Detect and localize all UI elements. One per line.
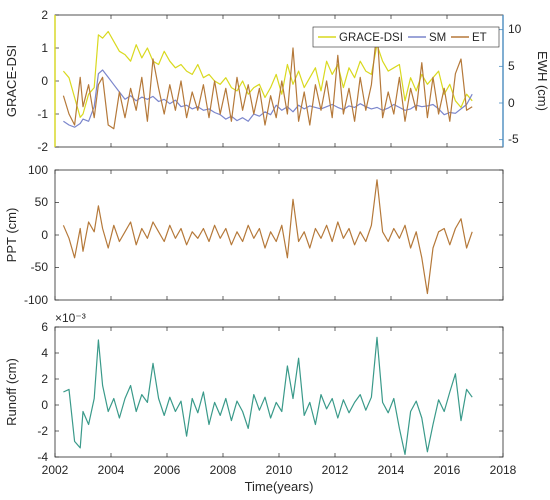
panel-3-ylabel: Runoff (cm) xyxy=(4,358,19,426)
panel-1-grace-sm-et: 2 1 0 -1 -2 -5 0 5 10 GRACE-DSI EWH (cm)… xyxy=(4,8,550,154)
xtick-2018: 2018 xyxy=(490,463,517,477)
panel-1-ytick-1: 1 xyxy=(41,41,48,55)
legend-box xyxy=(312,26,500,48)
panel-2-series-line xyxy=(62,179,473,295)
panel-1-ytick-neg2: -2 xyxy=(37,140,48,154)
panel-2-ylabel: PPT (cm) xyxy=(4,208,19,263)
panel-1-ylabel-left: GRACE-DSI xyxy=(4,45,19,117)
panel-3-ytick-4: 4 xyxy=(41,346,48,360)
panel-2-ytick-neg50: -50 xyxy=(31,260,49,274)
panel-3-ytick-6: 6 xyxy=(41,320,48,334)
panel-3-multiplier: ×10⁻³ xyxy=(55,311,86,325)
panel-2-ytick-0: 0 xyxy=(41,228,48,242)
panel-1-ylabel-right: EWH (cm) xyxy=(535,51,550,111)
xtick-2004: 2004 xyxy=(98,463,125,477)
panel-2-ytick-neg100: -100 xyxy=(24,293,48,307)
legend-label-sm: SM xyxy=(429,32,446,44)
xtick-2002: 2002 xyxy=(42,463,69,477)
xtick-2008: 2008 xyxy=(210,463,237,477)
panel-3-runoff: ×10⁻³ 6 4 2 0 -2 -4 2002 2004 2006 2008 … xyxy=(4,311,517,494)
panel-1-ytick-2: 2 xyxy=(41,8,48,22)
panel-1-ytick-0: 0 xyxy=(41,74,48,88)
panel-1-ytick-neg1: -1 xyxy=(37,107,48,121)
panel-3-ytick-neg4: -4 xyxy=(37,450,48,464)
panel-3-ytick-2: 2 xyxy=(41,372,48,386)
panel-1-ytick-right-neg5: -5 xyxy=(508,132,519,146)
panel-3-ytick-0: 0 xyxy=(41,398,48,412)
xtick-2010: 2010 xyxy=(266,463,293,477)
panel-3-series-line xyxy=(63,336,473,455)
panel-2-ppt: 100 50 0 -50 -100 PPT (cm) xyxy=(4,163,504,307)
panel-1-ytick-right-5: 5 xyxy=(508,59,515,73)
panel-1-ytick-right-10: 10 xyxy=(508,22,522,36)
x-axis-label: Time(years) xyxy=(245,479,314,494)
panel-3-frame xyxy=(54,326,504,458)
grace-dsi-series-line xyxy=(62,30,473,118)
panel-3-ytick-neg2: -2 xyxy=(37,424,48,438)
legend-label-grace-dsi: GRACE-DSI xyxy=(339,32,403,44)
legend: GRACE-DSI SM ET xyxy=(312,26,500,48)
panel-2-ytick-100: 100 xyxy=(28,163,48,177)
legend-label-et: ET xyxy=(472,32,487,44)
panel-2-ytick-50: 50 xyxy=(35,195,49,209)
xtick-2006: 2006 xyxy=(154,463,181,477)
xtick-2012: 2012 xyxy=(322,463,349,477)
panel-1-ytick-right-0: 0 xyxy=(508,96,515,110)
xtick-2016: 2016 xyxy=(434,463,461,477)
xtick-2014: 2014 xyxy=(378,463,405,477)
et-series-line xyxy=(62,29,473,130)
